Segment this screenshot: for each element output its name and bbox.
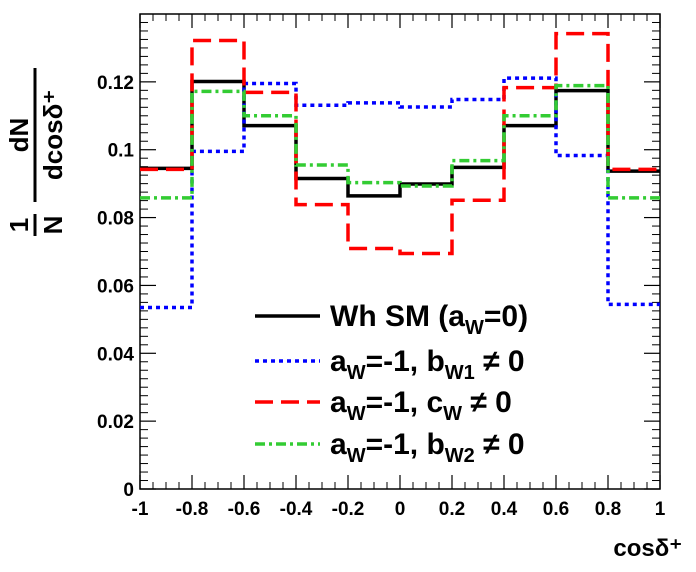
y-tick-label: 0.08 [97,209,134,230]
x-tick-label: 1 [655,499,666,520]
svg-text:1: 1 [4,218,34,232]
y-tick-label: 0.1 [108,141,135,162]
y-tick-label: 0.12 [97,73,134,94]
series-layer [140,31,660,310]
x-tick-label: 0 [395,499,406,520]
x-tick-label: -0.2 [332,499,365,520]
svg-text:dcosδ⁺: dcosδ⁺ [38,90,68,180]
svg-text:N: N [38,216,68,235]
x-tick-label: 0.6 [543,499,569,520]
series-aw-bw2 [140,83,660,200]
y-tick-label: 0.04 [97,344,134,365]
axis-tick-labels: -1 -0.8 -0.6 -0.4 -0.2 0 0.2 0.4 0.6 0.8 1 0 0.02 0.0… [97,73,666,520]
series-aw-cw [140,31,660,256]
series-wh-sm [140,79,660,198]
legend-label-bw2: aW=-1, bW2 ≠ 0 [330,428,525,467]
legend-label-bw1: aW=-1, bW1 ≠ 0 [330,345,525,384]
x-tick-label: -0.4 [280,499,313,520]
y-axis-title: 1 N dN dcosδ⁺ [4,68,68,236]
legend-label-cw: aW=-1, cW ≠ 0 [330,386,512,425]
x-axis-title: cosδ⁺ [613,535,682,562]
legend: Wh SM (aW=0) aW=-1, bW1 ≠ 0 aW=-1, cW ≠ … [255,300,528,467]
series-aw-bw1 [140,76,660,310]
svg-text:dN: dN [4,118,34,153]
x-tick-label: 0.4 [491,499,518,520]
y-tick-label: 0.06 [97,276,134,297]
y-tick-label: 0 [123,480,134,501]
x-tick-label: -0.8 [176,499,209,520]
x-tick-label: -0.6 [228,499,261,520]
x-tick-label: -1 [132,499,149,520]
axis-ticks [139,14,661,490]
y-tick-label: 0.02 [97,412,134,433]
x-tick-label: 0.2 [439,499,465,520]
legend-label-sm: Wh SM (aW=0) [330,300,528,339]
x-tick-label: 0.8 [595,499,621,520]
